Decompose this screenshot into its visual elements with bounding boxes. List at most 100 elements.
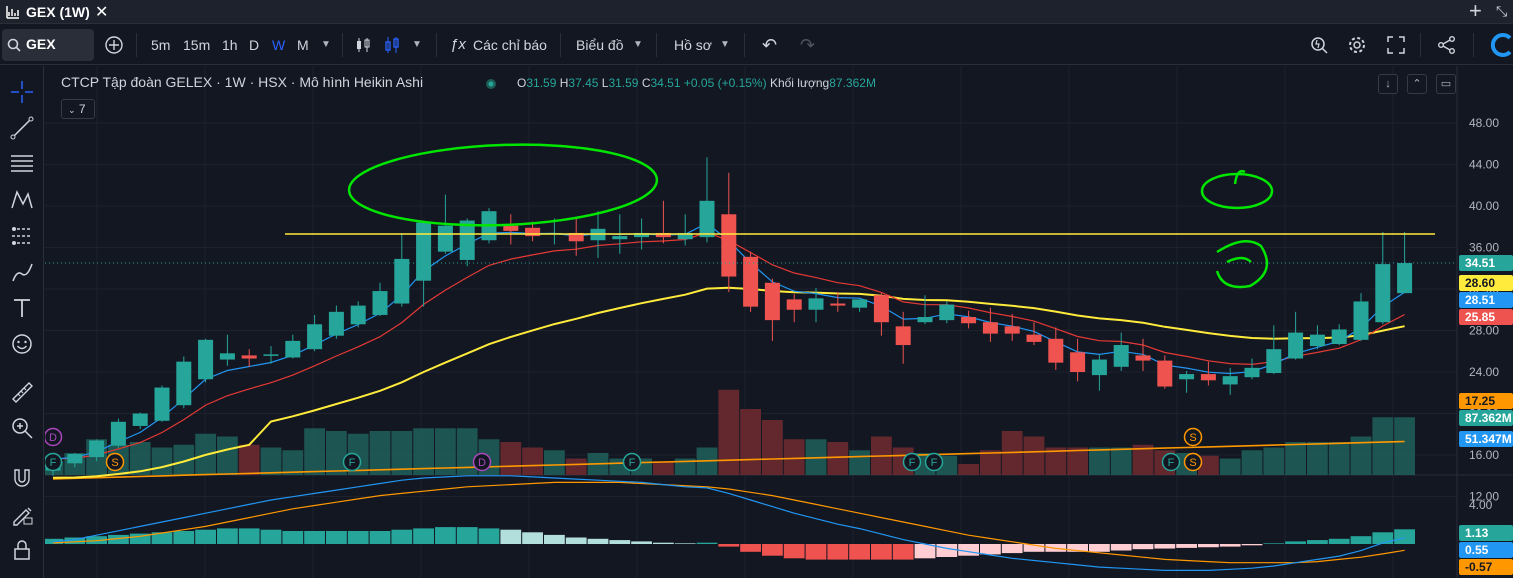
interval-dropdown-icon[interactable]: ▼ <box>321 39 331 50</box>
event-marker-label: F <box>931 457 938 469</box>
lock-icon[interactable] <box>8 536 36 564</box>
compare-add-icon[interactable] <box>104 35 124 55</box>
new-tab-icon[interactable]: + <box>1469 0 1482 23</box>
interval-1h[interactable]: 1h <box>222 37 238 53</box>
volume-bar <box>1241 450 1263 475</box>
oscillator-bar <box>391 529 413 544</box>
volume-bar <box>369 431 391 475</box>
pattern-icon[interactable] <box>8 186 36 214</box>
share-icon[interactable] <box>1437 35 1457 55</box>
volume-bar <box>1198 455 1219 475</box>
indicator-count-toggle[interactable]: ⌄ 7 <box>61 99 95 119</box>
candle-body <box>176 361 192 406</box>
brush-icon[interactable] <box>8 258 36 286</box>
lock-drawing-icon[interactable] <box>8 500 36 528</box>
candles-icon[interactable] <box>354 36 372 54</box>
macd-tag: 0.55 <box>1465 543 1489 557</box>
divider <box>744 33 745 57</box>
trend-line-icon[interactable] <box>8 114 36 142</box>
profile-dropdown-icon[interactable]: ▼ <box>720 39 730 50</box>
candle-body <box>1353 301 1369 340</box>
candle-body <box>1309 334 1325 347</box>
quick-search-icon[interactable] <box>1309 35 1329 55</box>
chart-area[interactable]: FSFDFFFFSSD48.0044.0040.0036.0032.0028.0… <box>45 66 1513 578</box>
candle-body <box>394 258 410 304</box>
volume-bar <box>1328 442 1350 475</box>
volume-bar <box>391 431 413 475</box>
market-status-icon <box>486 79 496 89</box>
event-marker <box>342 452 362 472</box>
chart-tab-icon <box>6 6 19 19</box>
fullscreen-icon[interactable] <box>1386 35 1406 55</box>
volume-bar <box>980 450 1001 475</box>
search-icon <box>7 38 21 52</box>
volume-bar <box>1045 447 1067 475</box>
crosshair-icon[interactable] <box>8 78 36 106</box>
event-marker <box>1183 427 1203 447</box>
chart-menu-button[interactable]: Biểu đồ <box>576 37 624 53</box>
candle-body <box>634 232 650 238</box>
candle-body <box>1091 359 1107 376</box>
emoji-icon[interactable] <box>8 330 36 358</box>
fib-retracement-icon[interactable] <box>8 150 36 178</box>
settings-gear-icon[interactable] <box>1347 35 1367 55</box>
ema-fast-tag-bg <box>1459 292 1513 308</box>
text-tool-icon[interactable] <box>8 294 36 322</box>
oscillator-bar <box>914 544 936 559</box>
volume-bar <box>849 450 870 475</box>
oscillator-bar <box>326 531 347 544</box>
candle-body <box>263 354 279 356</box>
heikin-ashi-icon[interactable] <box>383 35 401 55</box>
scroll-down-icon[interactable]: ↓ <box>1378 74 1398 94</box>
drawing-toolbar <box>0 66 44 578</box>
oscillator-bar <box>1263 543 1285 544</box>
chart-canvas[interactable]: FSFDFFFFSSD48.0044.0040.0036.0032.0028.0… <box>45 66 1513 578</box>
ruler-icon[interactable] <box>8 378 36 406</box>
symbol-search-input[interactable]: GEX <box>2 29 94 61</box>
profile-button[interactable]: Hồ sơ <box>674 37 712 53</box>
redo-icon[interactable]: ↷ <box>800 35 816 55</box>
close-tab-icon[interactable]: ✕ <box>95 4 109 21</box>
event-marker-label: F <box>50 457 57 469</box>
undo-icon[interactable]: ↶ <box>762 35 778 55</box>
zoom-in-icon[interactable] <box>8 414 36 442</box>
expand-icon[interactable]: ⤡ <box>1496 3 1508 19</box>
indicators-button[interactable]: Các chỉ báo <box>473 37 547 53</box>
volume-bar <box>544 450 565 475</box>
chevron-down-icon: ⌄ <box>68 105 76 115</box>
tab-title[interactable]: GEX (1W) <box>26 4 90 20</box>
ohlc-readout: O31.59 H37.45 L31.59 C34.51 +0.05 (+0.15… <box>517 76 876 90</box>
event-marker <box>1161 452 1181 472</box>
interval-w[interactable]: W <box>272 37 286 53</box>
maximize-pane-icon[interactable]: ▭ <box>1436 74 1456 94</box>
candle-body <box>1375 264 1391 323</box>
ohlc-high-key: H <box>559 76 569 90</box>
chart-menu-dropdown-icon[interactable]: ▼ <box>633 39 643 50</box>
volume-bar <box>1307 442 1328 475</box>
volume-bar <box>173 444 195 475</box>
candle-body <box>459 220 475 260</box>
oscillator-bar <box>347 531 369 544</box>
chart-type-dropdown-icon[interactable]: ▼ <box>412 39 422 50</box>
indicators-icon[interactable]: ƒx <box>450 36 466 53</box>
candle-body <box>89 440 105 458</box>
volume-bar <box>282 450 304 475</box>
candle-body <box>1157 360 1173 387</box>
candle-body <box>852 299 868 308</box>
interval-d[interactable]: D <box>249 37 260 53</box>
oscillator-bar <box>1176 544 1197 548</box>
interval-m[interactable]: M <box>297 37 309 53</box>
oscillator-bar <box>653 542 674 544</box>
oscillator-bar <box>1001 544 1023 554</box>
event-marker-label: S <box>1189 457 1196 469</box>
ohlc-change: +0.05 (+0.15%) <box>683 76 767 90</box>
interval-5m[interactable]: 5m <box>151 37 171 53</box>
magnet-icon[interactable] <box>8 464 36 492</box>
prediction-icon[interactable] <box>8 222 36 250</box>
oscillator-bar <box>892 544 914 560</box>
oscillator-bar <box>1089 544 1110 552</box>
candle-body <box>655 232 671 238</box>
interval-15m[interactable]: 15m <box>183 37 211 53</box>
collapse-icon[interactable]: ⌃ <box>1407 74 1427 94</box>
candle-body <box>285 340 301 358</box>
